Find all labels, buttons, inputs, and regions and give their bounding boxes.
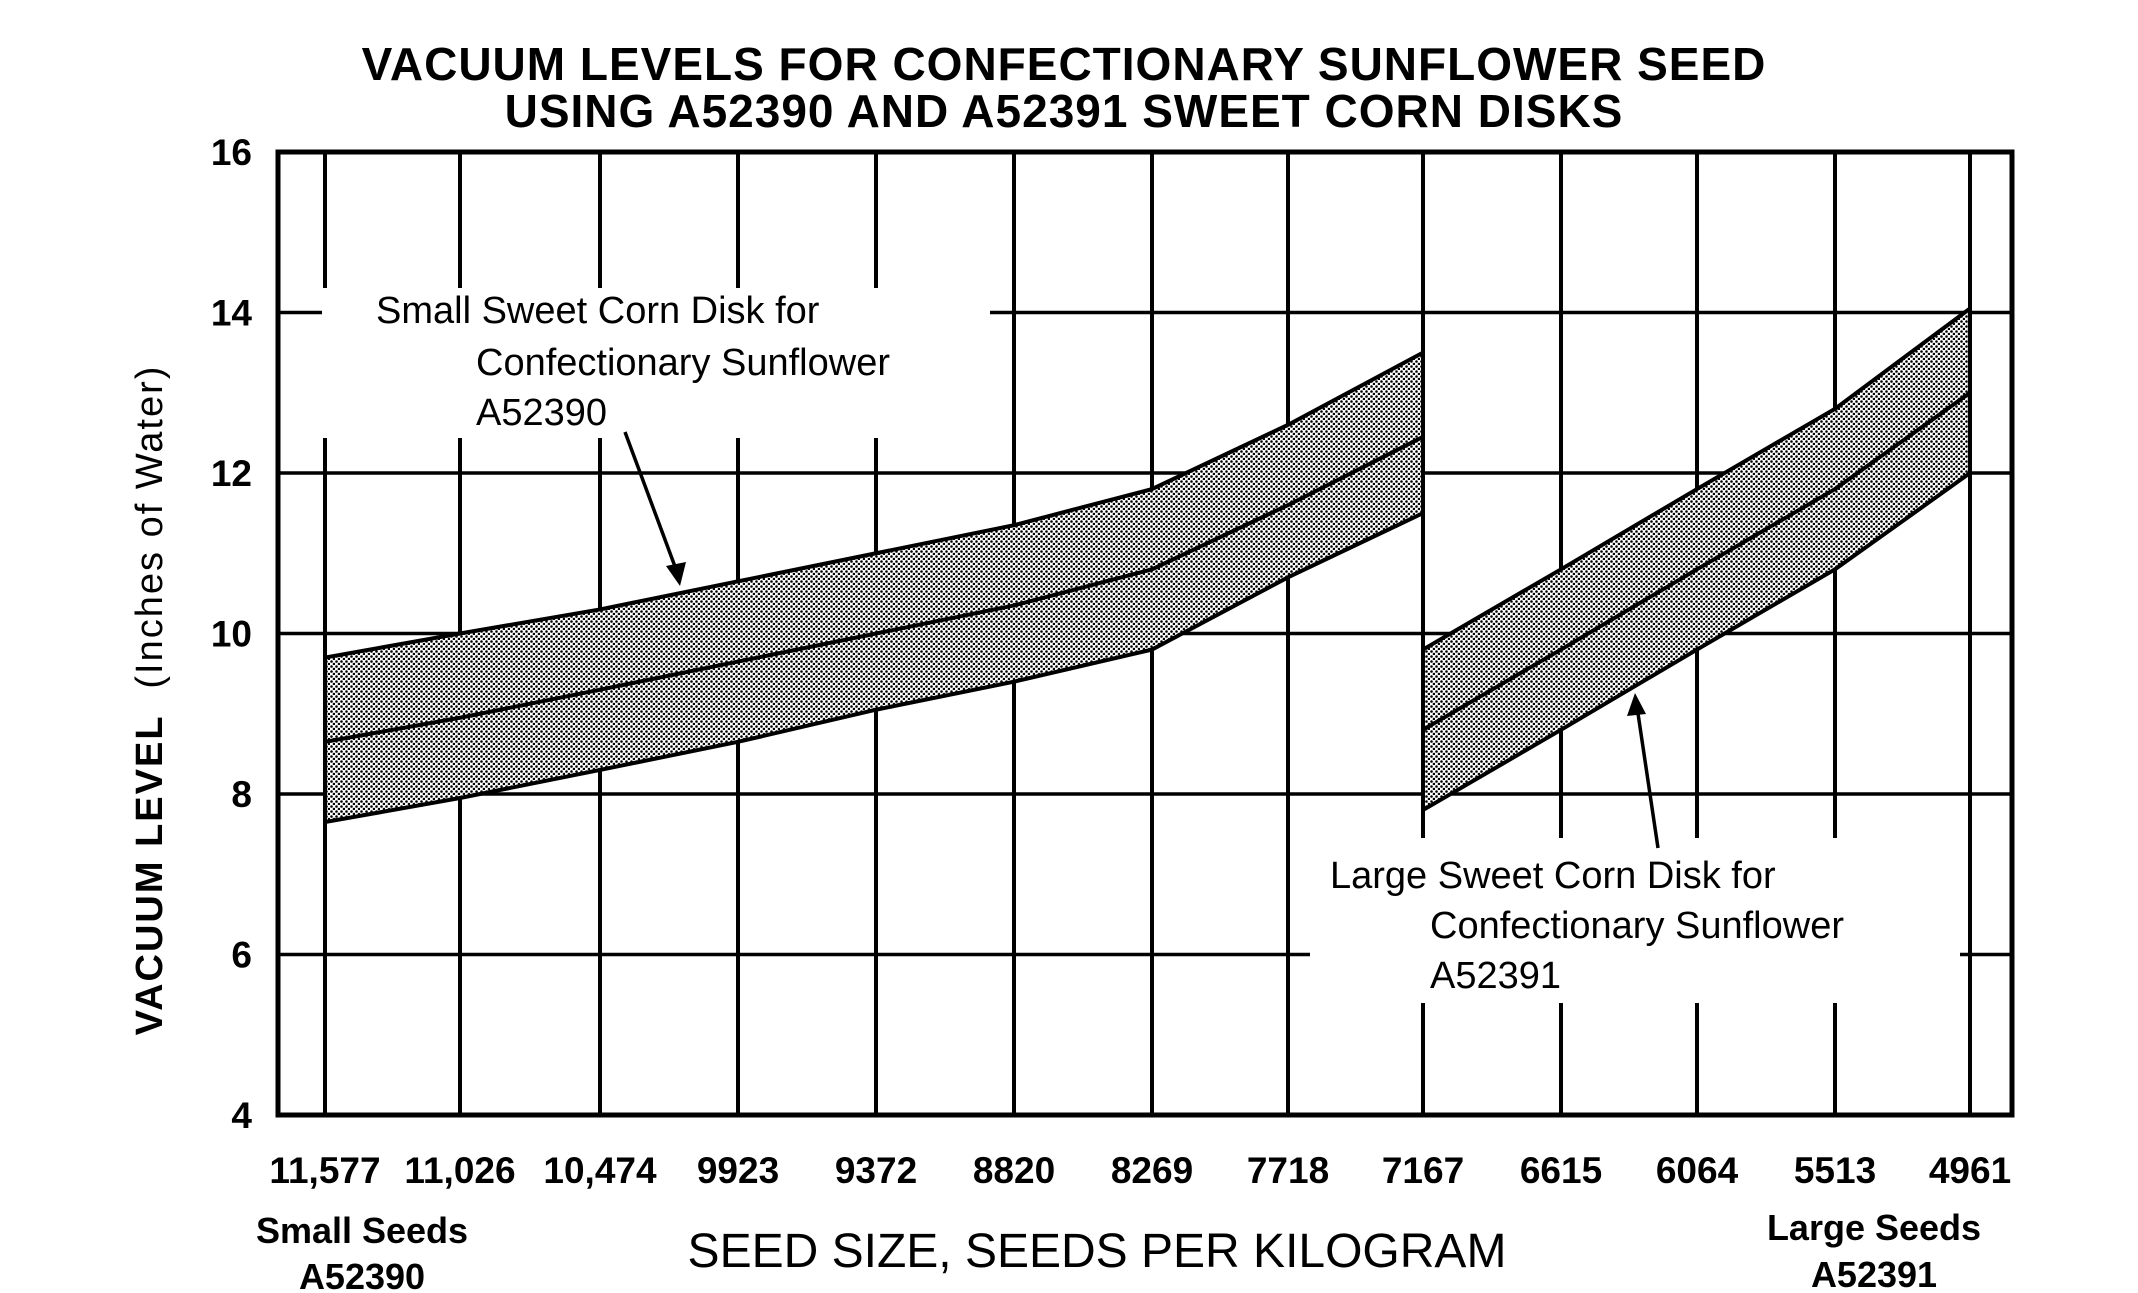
x-tick-label-8: 7167 [1382, 1150, 1464, 1191]
y-axis-label-unit: (Inches of Water) [129, 365, 171, 689]
small-disk-pointer-head [666, 562, 686, 586]
x-tick-label-4: 9372 [835, 1150, 917, 1191]
x-left-note-line2: A52390 [299, 1256, 425, 1293]
y-tick-label-1: 6 [231, 935, 252, 976]
chart-title: VACUUM LEVELS FOR CONFECTIONARY SUNFLOWE… [362, 38, 1767, 90]
chart-subtitle: USING A52390 AND A52391 SWEET CORN DISKS [505, 85, 1624, 137]
small-disk-label-line2: Confectionary Sunflower [476, 342, 890, 384]
y-tick-label-0: 4 [231, 1095, 252, 1136]
y-axis-label: VACUUM LEVEL (Inches of Water) [129, 365, 171, 1036]
x-right-note-line2: A52391 [1811, 1254, 1937, 1293]
x-tick-label-5: 8820 [973, 1150, 1055, 1191]
band-fill-1 [1423, 308, 1970, 811]
x-tick-label-7: 7718 [1247, 1150, 1329, 1191]
x-tick-label-0: 11,577 [269, 1150, 380, 1191]
band-center-line-0 [324, 435, 1424, 744]
x-tick-label-3: 9923 [697, 1150, 779, 1191]
data-bands [323, 306, 1972, 825]
small-disk-label-line3: A52390 [476, 392, 607, 434]
band-lower-line-0 [324, 511, 1424, 825]
plot-border [275, 149, 2015, 1118]
large-disk-label-line3: A52391 [1430, 955, 1561, 997]
x-tick-label-9: 6615 [1520, 1150, 1602, 1191]
y-tick-label-6: 16 [211, 132, 252, 173]
x-right-note-line1: Large Seeds [1767, 1207, 1981, 1248]
x-tick-label-2: 10,474 [543, 1150, 657, 1191]
x-left-note-line1: Small Seeds [256, 1210, 468, 1251]
small-label-mask [322, 288, 990, 438]
large-disk-pointer-head [1627, 693, 1646, 716]
plot-frame [275, 149, 2015, 1118]
y-axis-ticks: 4 6 8 10 12 14 16 [211, 132, 253, 1136]
y-tick-label-3: 10 [211, 614, 252, 655]
band-upper-line-1 [1421, 306, 1972, 652]
x-tick-label-6: 8269 [1111, 1150, 1193, 1191]
y-axis-label-main: VACUUM LEVEL [129, 715, 171, 1035]
annotation-masks [322, 288, 1960, 1003]
band-center-line-1 [1421, 391, 1972, 732]
svg-text:VACUUM LEVEL (Inches of: VACUUM LEVEL (Inches of Water) [129, 365, 171, 1036]
x-axis-ticks: 11,577 11,026 10,474 9923 9372 8820 8269 7718 71… [269, 1150, 2011, 1191]
y-tick-label-4: 12 [211, 453, 252, 494]
x-tick-label-10: 6064 [1656, 1150, 1739, 1191]
y-tick-label-5: 14 [211, 293, 253, 334]
large-disk-label-line1: Large Sweet Corn Disk for [1330, 855, 1776, 897]
x-tick-label-1: 11,026 [404, 1150, 515, 1191]
large-label-mask [1310, 838, 1960, 1003]
large-disk-pointer [1634, 699, 1660, 849]
large-disk-label-line2: Confectionary Sunflower [1430, 905, 1844, 947]
y-tick-label-2: 8 [231, 774, 252, 815]
x-tick-label-11: 5513 [1794, 1150, 1876, 1191]
band-upper-line-0 [324, 350, 1424, 660]
band-lower-line-1 [1421, 471, 1972, 812]
x-axis-label: SEED SIZE, SEEDS PER KILOGRAM [688, 1225, 1507, 1278]
band-fill-0 [325, 352, 1423, 823]
small-disk-pointer [623, 431, 682, 581]
small-disk-label-line1: Small Sweet Corn Disk for [376, 290, 820, 332]
x-tick-label-12: 4961 [1929, 1150, 2011, 1191]
